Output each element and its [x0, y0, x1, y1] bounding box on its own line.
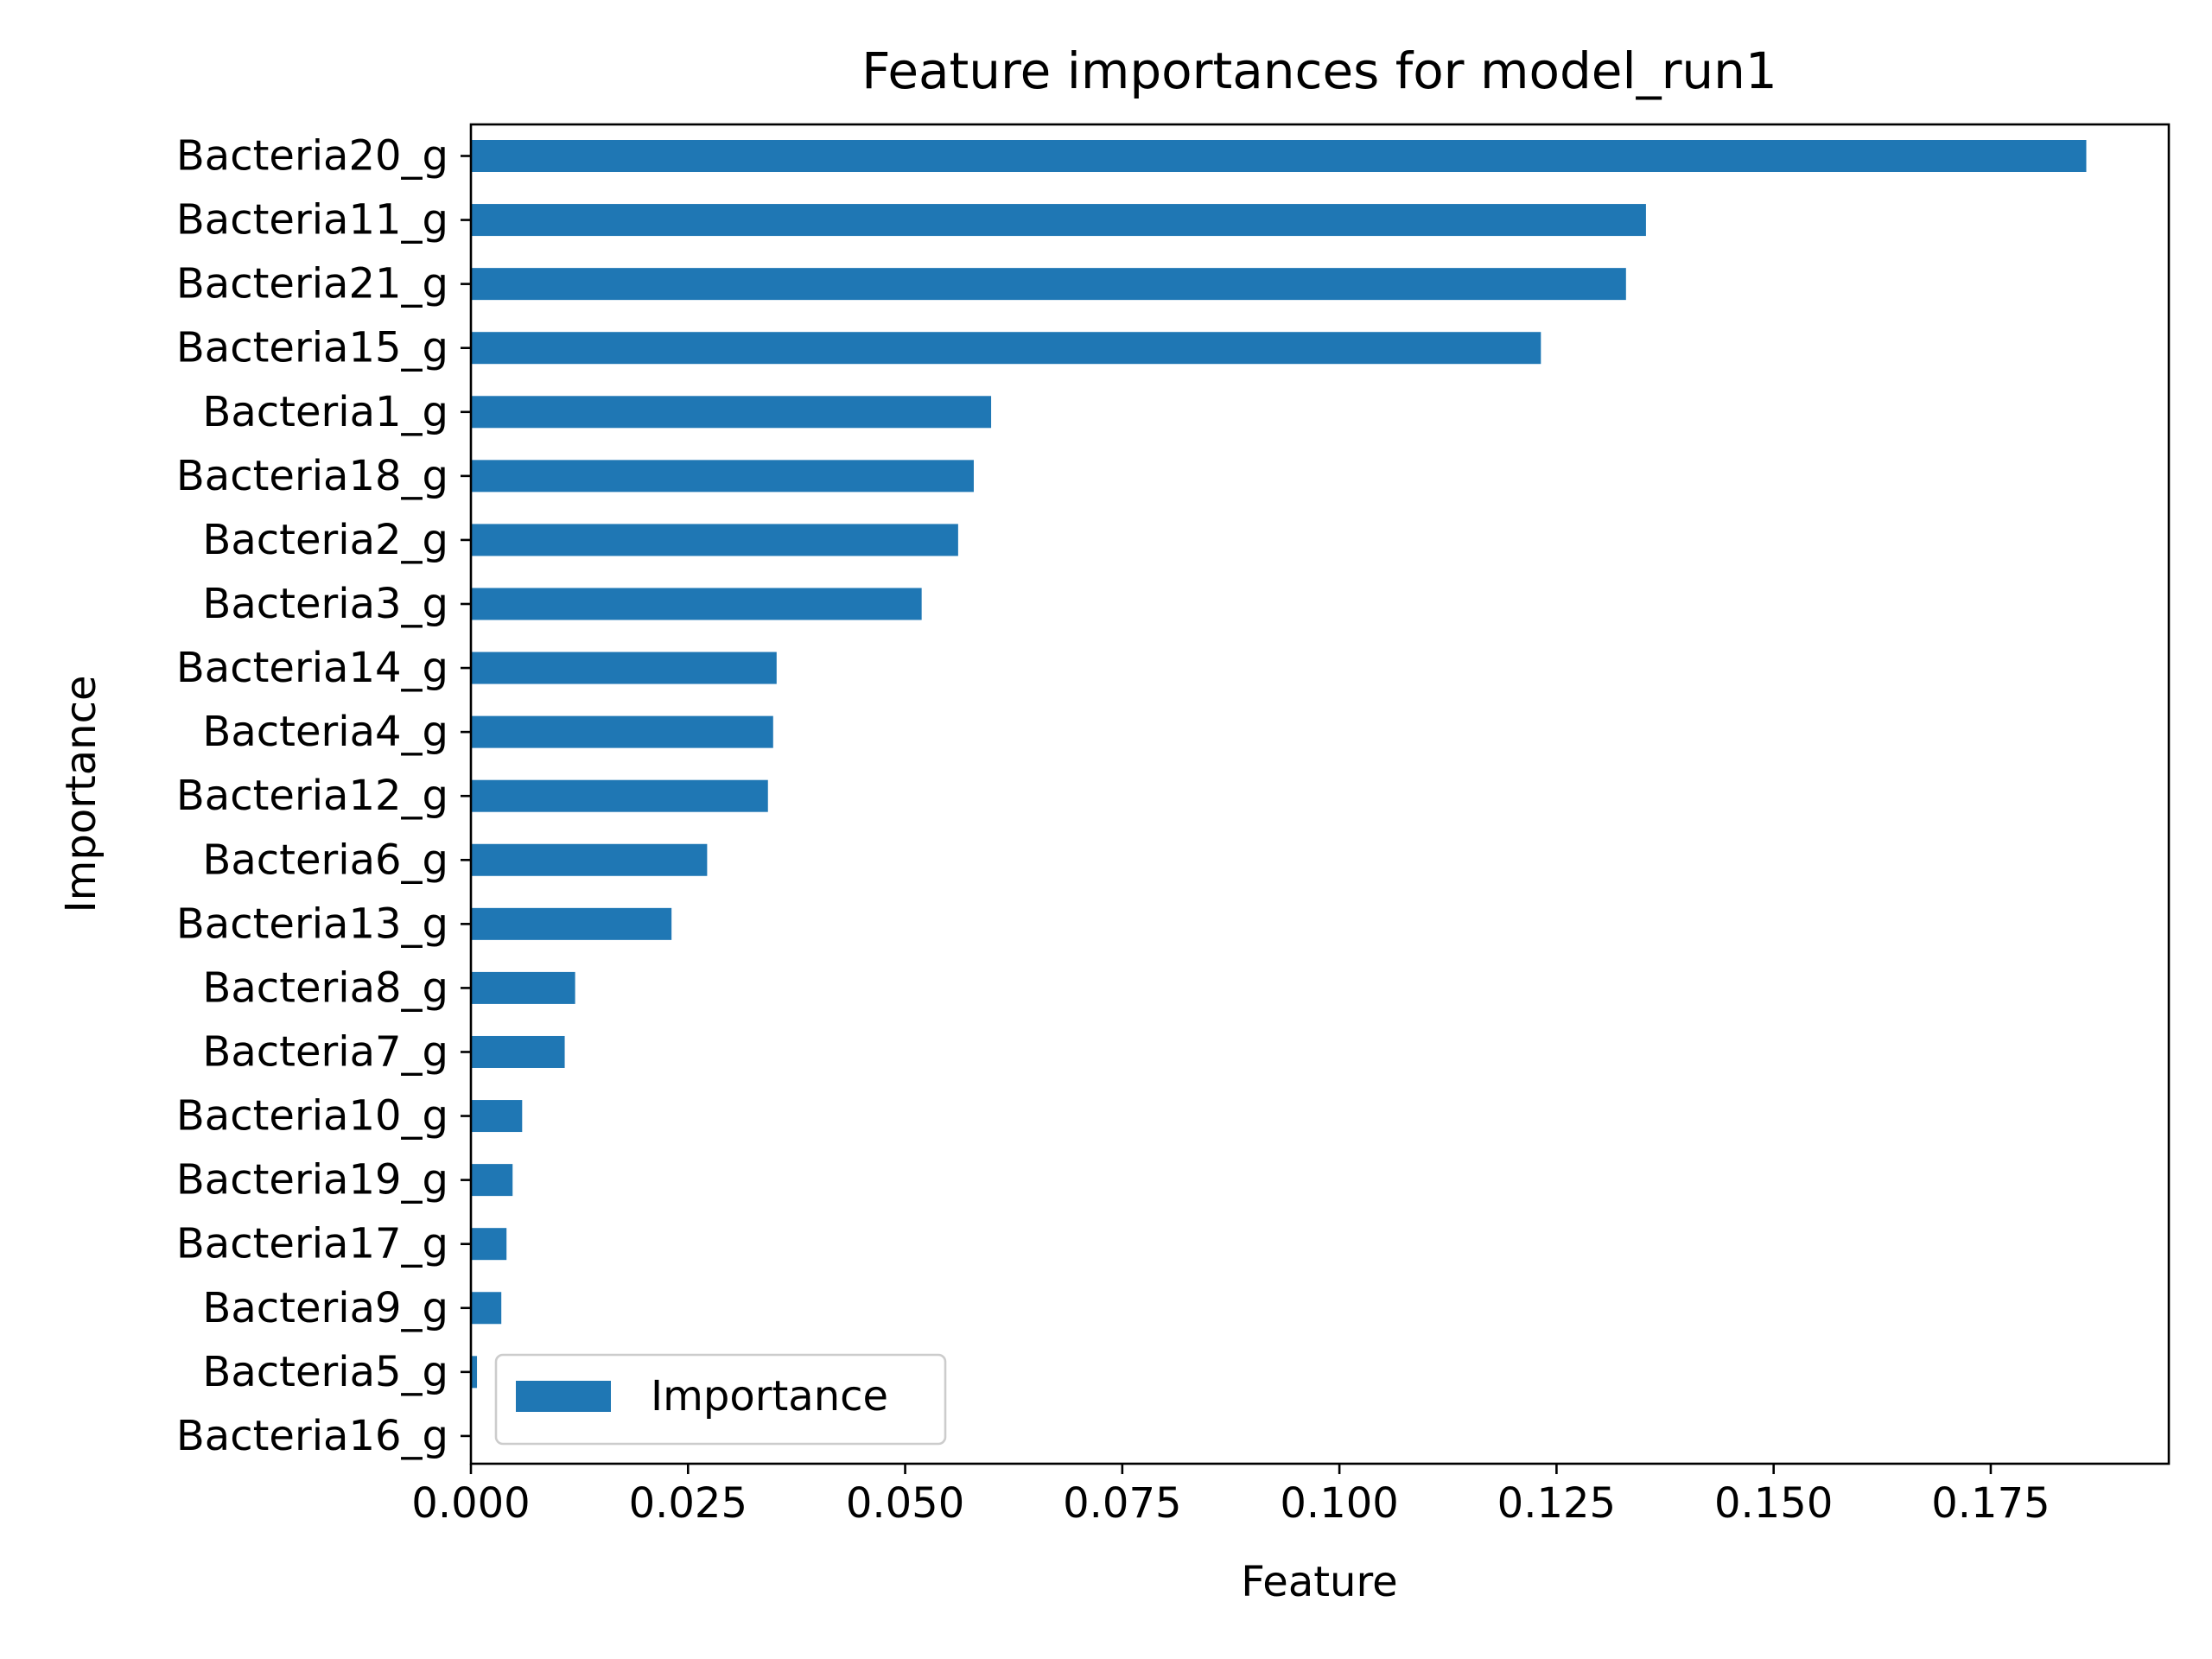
- x-tick-label: 0.075: [1063, 1479, 1181, 1528]
- bar: [471, 907, 672, 940]
- bar: [471, 779, 768, 812]
- bar: [471, 715, 773, 748]
- x-tick-label: 0.150: [1714, 1479, 1833, 1528]
- y-tick-label: Bacteria10_g: [176, 1092, 448, 1141]
- bar: [471, 460, 974, 493]
- x-axis-ticks: 0.000 0.025 0.050 0.075 0.100 0.125 0.150 0.175: [411, 1464, 2050, 1528]
- bar: [471, 652, 777, 684]
- y-axis-label: Importance: [57, 675, 105, 912]
- legend-label: Importance: [651, 1372, 888, 1421]
- bar: [471, 1292, 502, 1325]
- y-tick-label: Bacteria2_g: [202, 516, 448, 564]
- y-tick-label: Bacteria14_g: [176, 644, 448, 692]
- y-tick-label: Bacteria21_g: [176, 260, 448, 308]
- chart-title: Feature importances for model_run1: [861, 41, 1777, 100]
- bar: [471, 524, 958, 556]
- y-tick-label: Bacteria6_g: [202, 836, 448, 884]
- x-tick-label: 0.100: [1280, 1479, 1398, 1528]
- y-tick-label: Bacteria7_g: [202, 1027, 448, 1076]
- x-axis-label: Feature: [1241, 1558, 1397, 1606]
- bar: [471, 332, 1541, 365]
- bar: [471, 1356, 478, 1389]
- bar: [471, 268, 1626, 301]
- y-tick-label: Bacteria13_g: [176, 899, 448, 948]
- y-tick-label: Bacteria3_g: [202, 580, 448, 628]
- plot-frame: [469, 123, 2171, 1465]
- y-tick-label: Bacteria5_g: [202, 1348, 448, 1396]
- bar: [471, 204, 1646, 237]
- y-tick-label: Bacteria15_g: [176, 324, 448, 372]
- bar: [471, 1228, 507, 1261]
- bar: [471, 140, 2087, 172]
- y-tick-label: Bacteria1_g: [202, 388, 448, 436]
- y-tick-label: Bacteria19_g: [176, 1156, 448, 1205]
- bar: [471, 588, 922, 620]
- x-tick-label: 0.000: [411, 1479, 530, 1528]
- legend-swatch: [516, 1381, 611, 1412]
- y-tick-label: Bacteria17_g: [176, 1220, 448, 1268]
- bar: [471, 1100, 523, 1133]
- bars-group: [471, 140, 2087, 1389]
- y-tick-label: Bacteria16_g: [176, 1412, 448, 1460]
- y-tick-label: Bacteria4_g: [202, 708, 448, 756]
- bar: [471, 1164, 513, 1197]
- bar: [471, 843, 708, 876]
- x-tick-label: 0.175: [1931, 1479, 2050, 1528]
- bar: [471, 971, 575, 1004]
- y-tick-label: Bacteria11_g: [176, 196, 448, 245]
- x-tick-label: 0.125: [1497, 1479, 1616, 1528]
- y-tick-label: Bacteria9_g: [202, 1284, 448, 1332]
- legend: Importance: [494, 1353, 947, 1446]
- x-tick-label: 0.025: [629, 1479, 747, 1528]
- legend-box: [494, 1353, 947, 1446]
- y-tick-label: Bacteria8_g: [202, 963, 448, 1012]
- y-axis-ticks: Bacteria20_g Bacteria11_g Bacteria21_g Bact…: [176, 132, 471, 1460]
- y-tick-label: Bacteria18_g: [176, 452, 448, 500]
- x-tick-label: 0.050: [846, 1479, 964, 1528]
- y-tick-label: Bacteria20_g: [176, 132, 448, 181]
- y-tick-label: Bacteria12_g: [176, 772, 448, 820]
- bar: [471, 1035, 565, 1068]
- bar: [471, 396, 992, 429]
